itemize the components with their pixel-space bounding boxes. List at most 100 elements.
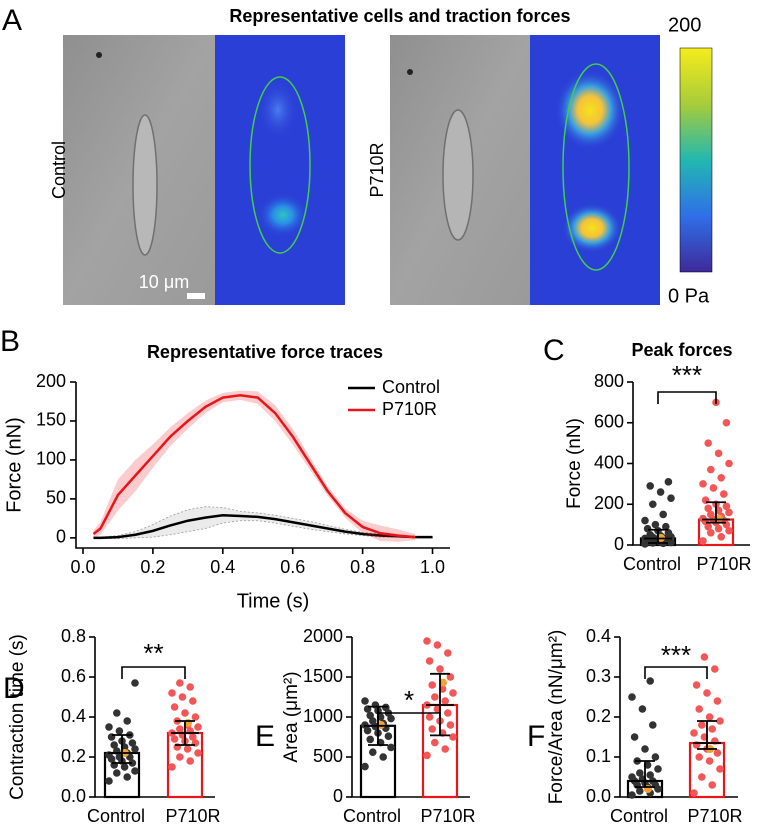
data-point [441,697,450,705]
data-point [361,697,369,705]
data-point [366,735,375,744]
data-point [705,757,714,765]
y-tick-label: 100 [36,449,66,469]
image-detail [407,69,413,75]
x-axis-label: Time (s) [237,590,310,612]
panel-letter: C [543,334,565,367]
cell [132,114,158,256]
significance-bracket [121,666,186,679]
data-point [189,697,197,705]
error-bar [702,501,730,524]
data-point [131,679,139,687]
significance-bracket [657,391,717,404]
data-point [628,773,636,781]
y-tick-label: 150 [36,410,66,430]
condition-label: Control [49,141,69,199]
condition-label: P710R [367,142,387,197]
x-tick-label: 0.2 [140,557,165,577]
data-point [186,757,194,765]
x-tick-label: 0.8 [350,557,375,577]
data-point [444,709,452,717]
data-point [128,759,137,767]
data-point [649,721,657,729]
y-tick-label: 0 [333,786,343,806]
x-tick-label: P710R [420,806,475,826]
data-point [369,748,377,756]
data-point [384,732,393,740]
data-point [716,765,724,773]
data-point [176,725,184,733]
significance-label: ** [143,638,163,668]
x-tick-label: 0.0 [70,557,95,577]
data-point [705,713,714,721]
data-point [444,649,452,657]
y-tick-label: 500 [313,746,343,766]
data-point [707,465,715,474]
data-point [168,763,176,771]
data-point [649,500,657,509]
data-point [638,705,647,713]
data-point [449,733,457,741]
data-point [189,733,197,741]
y-tick-label: 0 [614,534,624,554]
cell-outline [562,63,630,271]
y-tick-label: 0.6 [61,666,86,686]
colorbar-label: 200 [668,14,701,36]
data-point [176,753,184,761]
data-point [423,637,431,645]
y-tick-label: 0.8 [61,626,86,646]
data-point [186,683,194,691]
data-point [690,729,698,737]
data-point [178,693,187,701]
y-tick-label: 200 [594,493,624,513]
y-tick-label: 800 [594,371,624,391]
data-point [446,673,455,681]
data-point [646,677,654,685]
data-point [425,713,434,721]
cell-outline [249,76,311,254]
significance-bracket [377,712,441,725]
data-point [707,510,715,519]
y-tick-label: 0.0 [61,786,86,806]
error-bar [426,672,454,737]
data-point [699,480,707,488]
data-point [699,514,707,523]
data-point [654,765,662,773]
data-point [423,751,431,760]
force-spot [258,193,308,237]
panel-letter: B [0,325,20,358]
x-tick-label: Control [343,806,401,826]
data-point [115,727,124,735]
x-tick-label: 0.4 [210,557,235,577]
data-point [708,781,716,789]
data-point [707,528,715,537]
y-tick-label: 400 [594,452,624,472]
y-axis-label: Force/Area (nN/μm²) [546,630,567,805]
data-point [131,767,139,775]
data-point [725,526,733,535]
cell [442,109,474,241]
data-point [725,508,733,517]
y-tick-label: 200 [36,371,66,391]
data-point [387,743,395,752]
data-point [704,504,712,513]
data-point [366,711,375,720]
panel-letter: F [527,720,545,753]
significance-bracket [644,666,708,679]
data-point [664,478,673,486]
y-axis-label: Area (μm²) [281,671,302,762]
error-bar [108,734,136,764]
data-point [641,745,649,753]
data-point [643,524,652,533]
traction-map [215,35,345,305]
data-point [713,697,722,705]
data-point [110,741,118,749]
data-point [722,502,731,511]
significance-label: * [404,685,414,715]
data-point [433,641,442,649]
data-point [120,763,129,771]
y-tick-label: 50 [46,488,66,508]
data-point [695,753,703,761]
data-point [709,484,718,492]
image-detail [96,52,102,58]
